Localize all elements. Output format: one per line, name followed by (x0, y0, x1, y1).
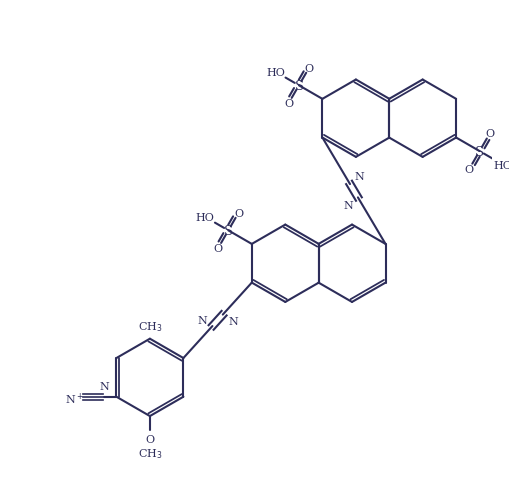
Text: N: N (344, 201, 354, 211)
Text: O: O (465, 165, 474, 174)
Text: N: N (197, 315, 207, 325)
Text: HO: HO (195, 212, 214, 222)
Text: S: S (224, 225, 233, 237)
Text: N: N (228, 317, 238, 326)
Text: O: O (304, 63, 314, 74)
Text: S: S (475, 145, 484, 158)
Text: N$^+$: N$^+$ (65, 391, 84, 407)
Text: O: O (485, 129, 494, 139)
Text: CH$_3$: CH$_3$ (137, 446, 162, 460)
Text: HO: HO (494, 160, 509, 170)
Text: N: N (354, 172, 364, 182)
Text: CH$_3$: CH$_3$ (137, 319, 162, 333)
Text: O: O (214, 243, 223, 254)
Text: S: S (294, 80, 303, 92)
Text: N: N (100, 381, 109, 391)
Text: HO: HO (266, 68, 285, 77)
Text: O: O (284, 99, 293, 109)
Text: O: O (146, 434, 154, 444)
Text: O: O (234, 208, 243, 218)
